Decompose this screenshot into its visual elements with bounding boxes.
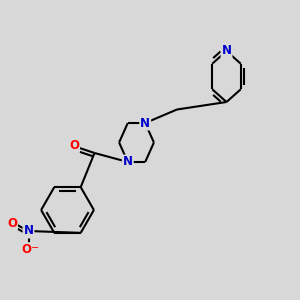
Text: N: N <box>123 155 133 169</box>
Text: N: N <box>221 44 232 58</box>
Text: O: O <box>69 139 79 152</box>
Text: O: O <box>21 243 31 256</box>
Text: −: − <box>31 242 39 253</box>
Text: N: N <box>23 224 34 238</box>
Text: O: O <box>7 217 17 230</box>
Text: N: N <box>140 116 150 130</box>
